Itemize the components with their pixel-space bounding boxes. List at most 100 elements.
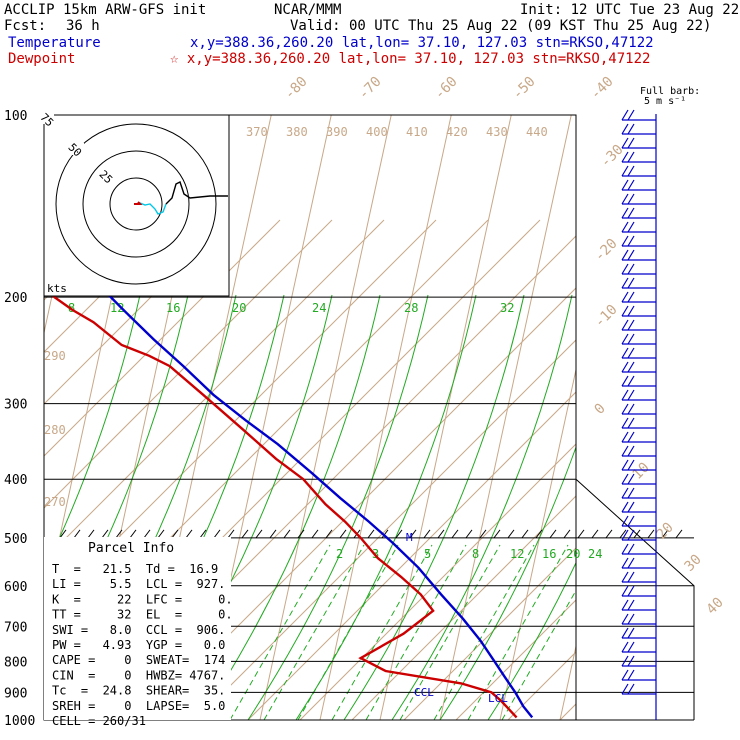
- parcel-row: CIN = 0 HWBZ= 4767.: [52, 668, 225, 682]
- dry-adiabat-line: [44, 219, 437, 613]
- moist-adiabat-line: [343, 294, 525, 720]
- theta-label: 390: [326, 125, 348, 139]
- mixing-ratio-line: [331, 544, 433, 720]
- dry-adiabat-line: [247, 391, 576, 720]
- mixing-ratio-line: [229, 544, 331, 720]
- dry-adiabat-line: [44, 219, 281, 457]
- mixing-ratio-line: [263, 544, 365, 720]
- pressure-label: 400: [4, 473, 27, 488]
- pressure-label: 500: [4, 532, 27, 547]
- isotherm-label: -60: [432, 74, 461, 103]
- parcel-row: SREH = 0 LAPSE= 5.0: [52, 699, 225, 713]
- dewpoint-legend: Dewpoint: [8, 51, 75, 67]
- dry-adiabat-line: [195, 339, 576, 720]
- moist-adiabat-line: [439, 445, 576, 720]
- mixing-ratio-label: 8: [472, 547, 479, 561]
- mixing-ratio-label: 5: [424, 547, 431, 561]
- pressure-label: 200: [4, 291, 27, 306]
- mixing-ratio-label: 20: [566, 547, 580, 561]
- temperature-legend: Temperature: [8, 35, 101, 51]
- isotherm-line: [379, 115, 512, 720]
- isotherm-line: [439, 115, 572, 720]
- theta-label: 370: [246, 125, 268, 139]
- mixing-ratio-line: [433, 544, 535, 720]
- isotherm-label: -50: [510, 74, 539, 103]
- barb-legend-units: 5 m s⁻¹: [644, 96, 686, 107]
- pressure-label: 100: [4, 109, 27, 124]
- theta-label: 420: [446, 125, 468, 139]
- mixing-ratio-label: 12: [510, 547, 524, 561]
- isotherm-line: [259, 115, 392, 720]
- moist-adiabat-line: [295, 294, 477, 720]
- isotherm-line: [620, 115, 740, 720]
- dewpoint-location: ☆ x,y=388.36,260.20 lat,lon= 37.10, 127.…: [170, 51, 650, 67]
- dry-adiabat-line: [716, 220, 740, 720]
- parcel-row: LI = 5.5 LCL = 927.: [52, 577, 225, 591]
- moist-adiabat-line: [487, 561, 576, 720]
- isotherm-label: 10: [630, 460, 653, 483]
- hodograph-trace-low: [135, 202, 167, 215]
- isotherm-line: [319, 115, 452, 720]
- hodograph-trace-high: [165, 181, 228, 205]
- mixing-ratio-line: [501, 589, 576, 720]
- theta-label: 290: [44, 349, 66, 363]
- isotherm-label: -10: [592, 302, 621, 331]
- parcel-row: CELL = 260/31: [52, 714, 146, 728]
- fcst-label: Fcst:: [4, 18, 46, 34]
- dry-adiabat-line: [44, 219, 385, 561]
- mixing-ratio-line: [399, 544, 501, 720]
- parcel-row: SWI = 8.0 CCL = 906.: [52, 623, 225, 637]
- isotherm-label: -40: [588, 74, 617, 103]
- isotherm-line: [499, 367, 576, 720]
- dry-adiabat-line: [351, 495, 576, 720]
- m-marker: M: [406, 531, 413, 544]
- hodo-units: kts: [47, 282, 67, 295]
- theta-e-label: 12: [110, 301, 124, 315]
- pressure-label: 800: [4, 655, 27, 670]
- dry-adiabat-line: [455, 599, 576, 720]
- mixing-ratio-line: [297, 544, 399, 720]
- theta-e-label: 28: [404, 301, 418, 315]
- pressure-label: 600: [4, 580, 27, 595]
- isotherm-label: 30: [682, 552, 705, 575]
- moist-adiabat-line: [199, 294, 381, 720]
- dry-adiabat-line: [44, 219, 177, 353]
- isotherm-label: -70: [356, 74, 385, 103]
- isotherm-line: [680, 115, 740, 720]
- theta-e-label: 32: [500, 301, 514, 315]
- isotherm-label: -30: [598, 142, 627, 171]
- parcel-row: TT = 32 EL = 0.: [52, 608, 233, 622]
- dry-adiabat-line: [403, 547, 576, 720]
- ccl-label: CCL: [414, 686, 434, 699]
- parcel-row: K = 22 LFC = 0.: [52, 592, 233, 606]
- isotherm-label: 40: [704, 595, 727, 618]
- parcel-row: PW = 4.93 YGP = 0.0: [52, 638, 225, 652]
- dewpoint-profile: [44, 280, 518, 719]
- dry-adiabat-line: [44, 219, 229, 405]
- theta-label: 270: [44, 495, 66, 509]
- dry-adiabat-line: [44, 219, 333, 509]
- wind-barbs: [621, 109, 657, 720]
- isotherm-label: -20: [592, 236, 621, 265]
- theta-e-label: 16: [166, 301, 180, 315]
- init-label: Init: 12 UTC Tue 23 Aug 22: [520, 2, 739, 18]
- fcst-value: 36 h: [66, 18, 100, 34]
- theta-label: 400: [366, 125, 388, 139]
- theta-label: 380: [286, 125, 308, 139]
- source-label: NCAR/MMM: [274, 2, 341, 18]
- moist-adiabat-line: [44, 294, 141, 573]
- theta-label: 410: [406, 125, 428, 139]
- lcl-label: LCL: [488, 692, 508, 705]
- parcel-info-panel: Parcel Info T = 21.5 Td = 16.9LI = 5.5 L…: [44, 537, 233, 728]
- parcel-row: CAPE = 0 SWEAT= 174: [52, 653, 225, 667]
- parcel-row: Tc = 24.8 SHEAR= 35.: [52, 684, 225, 698]
- pressure-label: 1000: [4, 714, 35, 729]
- valid-label: Valid: 00 UTC Thu 25 Aug 22 (09 KST Thu …: [290, 18, 711, 34]
- mixing-ratio-line: [365, 544, 467, 720]
- isotherm-label: -80: [282, 74, 311, 103]
- theta-e-label: 20: [232, 301, 246, 315]
- theta-label: 440: [526, 125, 548, 139]
- mixing-ratio-label: 16: [542, 547, 556, 561]
- dry-adiabat-line: [299, 443, 576, 720]
- pressure-label: 700: [4, 620, 27, 635]
